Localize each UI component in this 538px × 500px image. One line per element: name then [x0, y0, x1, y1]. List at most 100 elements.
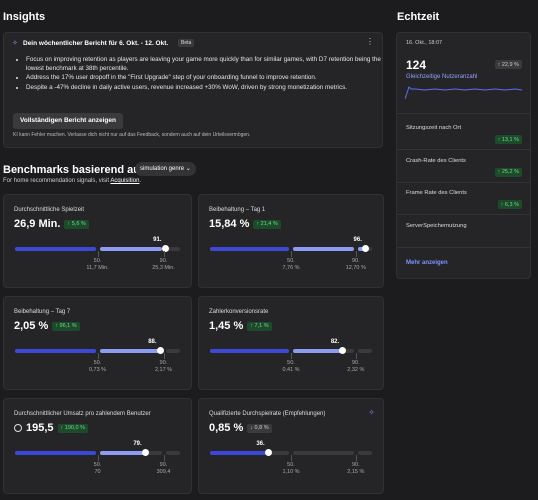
bar-segment: [165, 349, 180, 353]
bar-fill: [15, 247, 96, 251]
tick: [355, 251, 357, 257]
more-link[interactable]: Mehr anzeigen: [406, 260, 448, 266]
tick: [97, 251, 99, 257]
ai-icon: ✧: [12, 40, 18, 47]
benchmark-card: Durchschnittliche Spielzeit 26,9 Min. ↑ 5,…: [3, 194, 192, 288]
percentile-metric: 1,10 %: [282, 469, 300, 475]
percentile-marker: [161, 245, 169, 252]
dropdown-caret: ⌄: [185, 166, 191, 172]
note-end: .: [139, 178, 142, 184]
menu-button[interactable]: ⋮: [366, 37, 374, 46]
metric-name: Crash-Rate des Clients: [406, 157, 466, 164]
marker-label: 36.: [256, 441, 265, 447]
separator: [397, 246, 530, 248]
bar-fill: [99, 451, 146, 455]
percentile-label: 90.: [351, 258, 360, 264]
percentile-label: 90.: [159, 258, 168, 264]
bar-fill: [293, 349, 343, 353]
ai-icon: ✧: [368, 408, 375, 417]
benchmarks-note: For home recommendation signals, visit A…: [3, 178, 141, 184]
metric-change: ↑ 25,2 %: [494, 167, 522, 177]
marker-label: 79.: [133, 441, 142, 447]
acquisition-link[interactable]: Acquisition: [110, 178, 140, 184]
marker-label: 91.: [153, 237, 162, 243]
disclaimer: KI kann Fehler machen. Verlasse dich nic…: [13, 132, 251, 138]
percentile-metric: 0,73 %: [88, 367, 107, 373]
bar-fill: [357, 247, 366, 251]
metric-name: ServerSpeichernutzung: [406, 222, 467, 229]
percentile-marker: [264, 449, 272, 456]
realtime-title: Echtzeit: [397, 11, 440, 23]
genre-label: simulation genre: [140, 166, 185, 172]
report-card: ✧ Dein wöchentlicher Bericht für 6. Okt.…: [3, 32, 383, 148]
percentile-bar: 91. 50. 11,7 Min. 90. 25,3 Min.: [15, 237, 180, 271]
bar-segment: [165, 451, 180, 455]
change-badge: ↑ 96,1 %: [52, 321, 80, 331]
tick: [355, 455, 357, 461]
card-title: Beibehaltung – Tag 1: [209, 207, 266, 213]
percentile-bar: 36. 50. 1,10 % 90. 2,15 %: [210, 441, 372, 475]
benchmarks-title: Benchmarks basierend auf: [3, 164, 144, 176]
percentile-bar: 79. 50. 70 90. 309,4: [15, 441, 180, 475]
bullet: Address the 17% user dropoff in the "Fir…: [26, 74, 386, 83]
bar-fill: [15, 451, 96, 455]
tick: [163, 251, 165, 257]
percentile-metric: 2,17 %: [154, 367, 173, 373]
value-row: 15,84 % ↑ 21,4 %: [209, 218, 281, 230]
percentile-label: 50.: [287, 360, 295, 366]
metric-change: ↑ 13,1 %: [494, 135, 522, 144]
metric-change: ↑ 6,3 %: [497, 200, 522, 209]
bullet: Despite a -47% decline in daily active u…: [26, 84, 386, 93]
bar-fill: [15, 349, 96, 353]
separator: [397, 149, 530, 150]
card-value: 0,85 %: [209, 422, 244, 434]
percentile-label: 90.: [351, 462, 360, 468]
card-title: Beibehaltung – Tag 7: [14, 309, 71, 315]
percentile-label: 90.: [159, 462, 168, 468]
change-badge: ↑ 5,6 %: [64, 219, 89, 229]
benchmark-card: Beibehaltung – Tag 1 15,84 % ↑ 21,4 % 96. 50…: [198, 194, 384, 288]
sparkline: [405, 86, 523, 100]
percentile-label: 50.: [93, 462, 102, 468]
realtime-panel: 16. Okt., 18:07 124 ↑ 22,9 % Gleichzeiti…: [396, 32, 531, 279]
tick: [291, 251, 292, 257]
card-title: Durchschnittliche Spielzeit: [14, 207, 85, 213]
bar-fill: [99, 247, 162, 251]
percentile-label: 90.: [159, 360, 168, 366]
report-heading: Dein wöchentlicher Bericht für 6. Okt. -…: [23, 40, 169, 47]
percentile-metric: 70: [94, 469, 101, 475]
percentile-marker: [141, 449, 149, 456]
insights-title: Insights: [3, 11, 46, 23]
report-button[interactable]: Vollständigen Bericht anzeigen: [13, 113, 123, 129]
marker-label: 82.: [330, 339, 340, 345]
change-badge: ↑ 7,1 %: [247, 321, 272, 331]
sparkline-path: [405, 86, 523, 100]
card-value: 15,84 %: [209, 218, 250, 230]
genre-dropdown[interactable]: simulation genre ⌄: [135, 162, 196, 176]
benchmark-card: Qualifizierte Durchspielrate (Empfehlung…: [198, 398, 384, 494]
card-value: 26,9 Min.: [14, 218, 61, 230]
realtime-change: ↑ 22,9 %: [494, 60, 522, 69]
percentile-marker: [362, 245, 370, 252]
tick: [291, 455, 292, 461]
percentile-metric: 309,4: [156, 469, 171, 475]
benchmark-card: Beibehaltung – Tag 7 2,05 % ↑ 96,1 % 88. 50.…: [3, 296, 192, 390]
bar-fill: [99, 349, 161, 353]
bar-fill: [210, 349, 289, 353]
tick: [163, 455, 165, 461]
percentile-metric: 12,70 %: [345, 265, 366, 271]
value-row: 0,85 % ↓ 0,8 %: [209, 422, 272, 434]
bar-fill: [293, 247, 354, 251]
percentile-label: 50.: [93, 258, 102, 264]
value-row: 2,05 % ↑ 96,1 %: [14, 320, 80, 332]
separator: [397, 181, 530, 183]
change-badge: ↑ 21,4 %: [253, 219, 281, 229]
percentile-bar: 96. 50. 7,76 % 90. 12,70 %: [210, 237, 372, 271]
percentile-label: 50.: [287, 462, 295, 468]
separator: [397, 113, 530, 114]
bar-fill: [210, 247, 289, 251]
tick: [97, 455, 99, 461]
separator: [397, 214, 530, 215]
tick: [97, 353, 99, 359]
